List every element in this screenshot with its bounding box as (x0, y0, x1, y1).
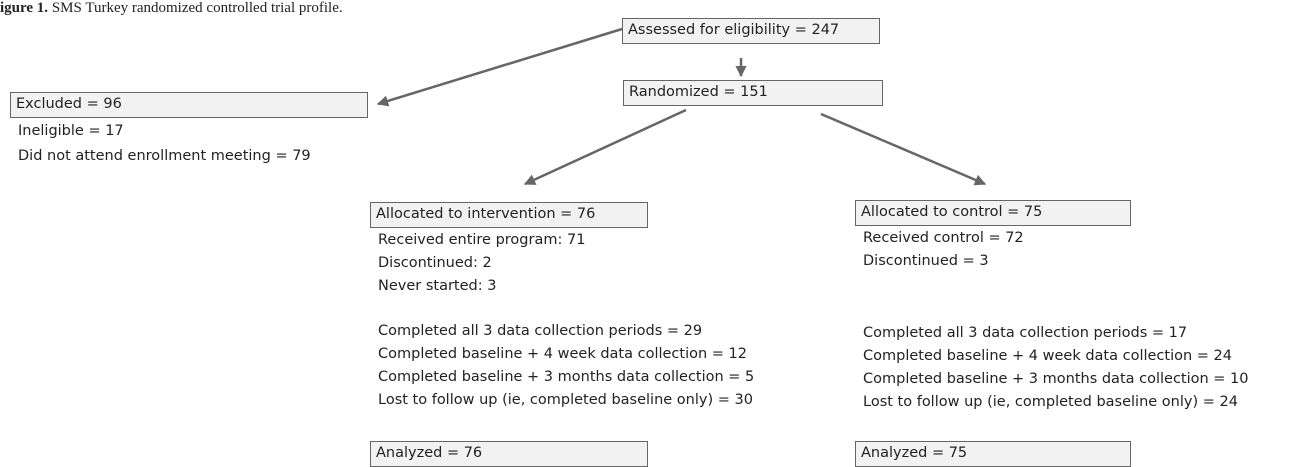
intervention-line-never-started: Never started: 3 (378, 278, 497, 294)
intervention-box: Allocated to intervention = 76 (370, 202, 648, 228)
excluded-line-ineligible: Ineligible = 17 (18, 123, 124, 139)
excluded-line-not-attended: Did not attend enrollment meeting = 79 (18, 148, 311, 164)
figure-caption-text: SMS Turkey randomized controlled trial p… (51, 0, 343, 16)
arrow-randomized-to-control (820, 112, 987, 186)
control-box: Allocated to control = 75 (855, 200, 1131, 226)
excluded-box: Excluded = 96 (10, 92, 368, 118)
arrow-assessed-to-excluded (376, 27, 623, 107)
arrow-randomized-to-intervention (523, 108, 687, 186)
control-line-received: Received control = 72 (863, 230, 1024, 246)
intervention-followup-3-months: Completed baseline + 3 months data colle… (378, 369, 755, 385)
figure-caption: igure 1. SMS Turkey randomized controlle… (0, 0, 620, 16)
intervention-followup-lost: Lost to follow up (ie, completed baselin… (378, 392, 753, 408)
control-line-discontinued: Discontinued = 3 (863, 253, 989, 269)
figure-caption-lead: igure 1. (0, 0, 49, 16)
intervention-followup-4-week: Completed baseline + 4 week data collect… (378, 346, 747, 362)
control-analyzed-box: Analyzed = 75 (855, 441, 1131, 467)
control-followup-3-months: Completed baseline + 3 months data colle… (863, 371, 1249, 387)
intervention-followup-all-3: Completed all 3 data collection periods … (378, 323, 703, 339)
randomized-box: Randomized = 151 (623, 80, 883, 106)
intervention-line-discontinued: Discontinued: 2 (378, 255, 492, 271)
intervention-line-received: Received entire program: 71 (378, 232, 586, 248)
control-followup-4-week: Completed baseline + 4 week data collect… (863, 348, 1232, 364)
control-followup-all-3: Completed all 3 data collection periods … (863, 325, 1188, 341)
intervention-analyzed-box: Analyzed = 76 (370, 441, 648, 467)
assessed-box: Assessed for eligibility = 247 (622, 18, 880, 44)
control-followup-lost: Lost to follow up (ie, completed baselin… (863, 394, 1238, 410)
